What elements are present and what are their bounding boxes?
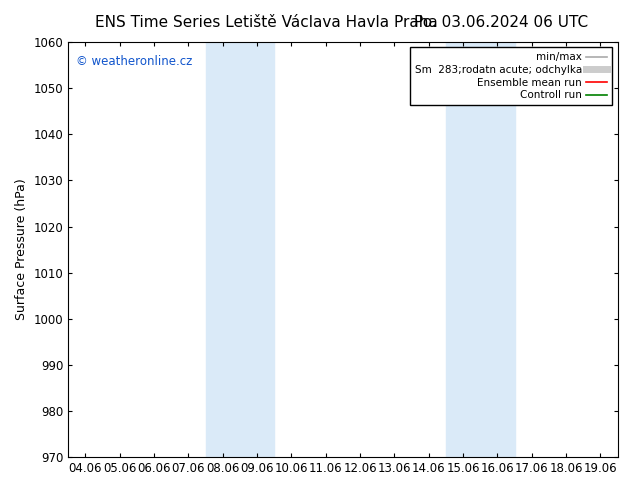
Bar	[446, 42, 515, 457]
Legend: min/max, Sm  283;rodatn acute; odchylka, Ensemble mean run, Controll run: min/max, Sm 283;rodatn acute; odchylka, …	[410, 47, 612, 105]
Text: ENS Time Series Letiště Václava Havla Praha: ENS Time Series Letiště Václava Havla Pr…	[95, 15, 437, 30]
Text: Po. 03.06.2024 06 UTC: Po. 03.06.2024 06 UTC	[414, 15, 588, 30]
Bar	[205, 42, 274, 457]
Y-axis label: Surface Pressure (hPa): Surface Pressure (hPa)	[15, 179, 28, 320]
Text: © weatheronline.cz: © weatheronline.cz	[77, 54, 193, 68]
